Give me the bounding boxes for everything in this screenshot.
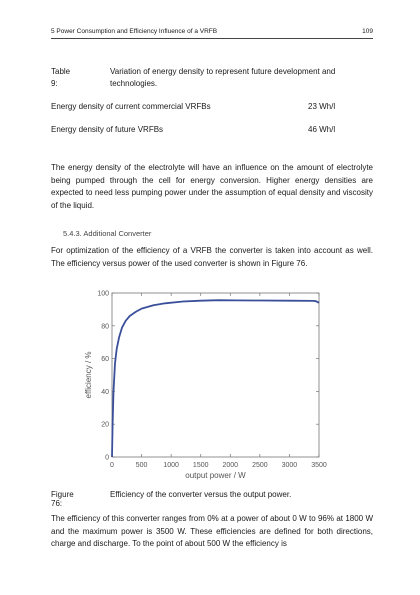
y-tick-label: 100 xyxy=(97,291,109,298)
y-axis-label: efficiency / % xyxy=(84,352,93,399)
x-tick-label: 2000 xyxy=(222,462,238,469)
x-tick-label: 1500 xyxy=(193,462,209,469)
paragraph-converter: For optimization of the efficiency of a … xyxy=(51,246,373,268)
x-tick-label: 1000 xyxy=(163,462,179,469)
running-header: 5 Power Consumption and Efficiency Influ… xyxy=(51,28,373,35)
y-tick-label: 80 xyxy=(101,323,109,330)
running-title: 5 Power Consumption and Efficiency Influ… xyxy=(51,28,218,35)
table-caption-text: Variation of energy density to represent… xyxy=(110,67,336,88)
x-tick-label: 500 xyxy=(136,462,148,469)
section-heading: 5.4.3. Additional Converter xyxy=(63,229,152,238)
efficiency-curve xyxy=(111,299,320,458)
figure-caption-text: Efficiency of the converter versus the o… xyxy=(110,490,292,499)
figure-label: Figure 76: xyxy=(51,490,74,508)
x-tick-label: 0 xyxy=(110,462,114,469)
plot-frame xyxy=(111,292,320,458)
header-rule xyxy=(51,38,373,39)
efficiency-chart: 0 500 1000 1500 2000 2500 3000 3500 0 20 40 60 80 100… xyxy=(84,291,327,481)
page-number: 109 xyxy=(362,28,373,35)
x-tick-label: 2500 xyxy=(252,462,268,469)
table-row-label: Energy density of current commercial VRF… xyxy=(51,102,211,111)
x-axis-label: output power / W xyxy=(185,471,246,480)
table-row-label: Energy density of future VRFBs xyxy=(51,125,164,134)
y-tick-label: 0 xyxy=(105,455,109,462)
paragraph-efficiency-range: The efficiency of this converter ranges … xyxy=(51,514,373,549)
table-label: Table 9: xyxy=(51,67,71,88)
y-tick-label: 20 xyxy=(101,422,109,429)
x-tick-label: 3000 xyxy=(282,462,298,469)
table-row-value: 46 Wh/l xyxy=(308,125,336,134)
paragraph-energy-density: The energy density of the electrolyte wi… xyxy=(51,163,373,210)
y-tick-label: 40 xyxy=(101,389,109,396)
table-row-value: 23 Wh/l xyxy=(308,102,336,111)
x-tick-label: 3500 xyxy=(311,462,327,469)
y-tick-label: 60 xyxy=(101,356,109,363)
